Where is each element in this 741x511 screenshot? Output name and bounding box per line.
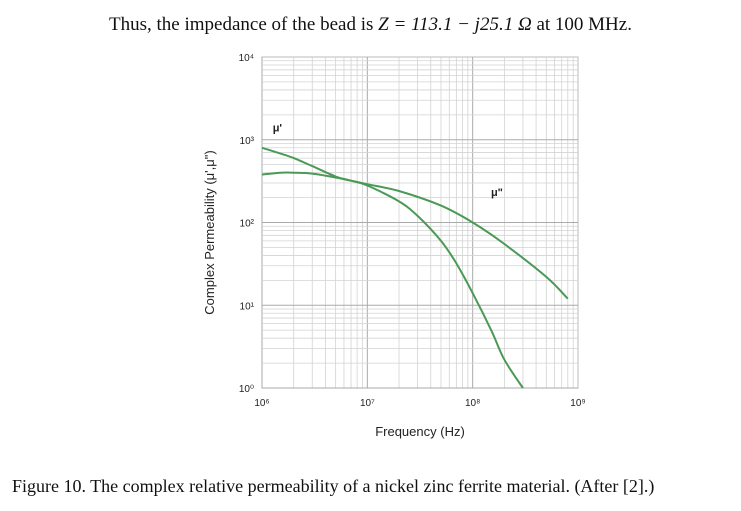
y-tick-label: 10² <box>240 219 255 230</box>
figure-caption: Figure 10. The complex relative permeabi… <box>12 476 655 496</box>
y-tick-label: 10³ <box>240 136 255 147</box>
x-tick-label: 10⁹ <box>570 398 585 409</box>
chart-ticks: 10⁶ 10⁷ 10⁸ 10⁹ 10⁰ 10¹ 10² 10³ 10⁴ <box>239 53 586 409</box>
x-tick-label: 10⁸ <box>465 398 480 409</box>
y-tick-label: 10¹ <box>240 301 255 312</box>
series-1-label: μ" <box>491 187 503 199</box>
impedance-equation: Z = 113.1 − j25.1 Ω <box>378 14 532 35</box>
y-axis-label: Complex Permeability (μ',μ") <box>202 150 217 314</box>
x-tick-label: 10⁷ <box>360 398 375 409</box>
x-tick-label: 10⁶ <box>254 398 269 409</box>
x-axis-label: Frequency (Hz) <box>375 424 465 439</box>
intro-sentence: Thus, the impedance of the bead is Z = 1… <box>0 14 741 36</box>
chart-series: μ' μ" <box>261 123 569 389</box>
y-tick-label: 10⁰ <box>239 384 254 395</box>
intro-prefix: Thus, the impedance of the bead is <box>109 14 379 35</box>
series-1-line <box>261 171 569 300</box>
series-0-line <box>261 146 524 389</box>
series-0-label: μ' <box>273 123 283 135</box>
y-tick-label: 10⁴ <box>239 53 254 64</box>
chart-grid <box>261 57 578 389</box>
intro-suffix: at 100 MHz. <box>531 14 632 35</box>
